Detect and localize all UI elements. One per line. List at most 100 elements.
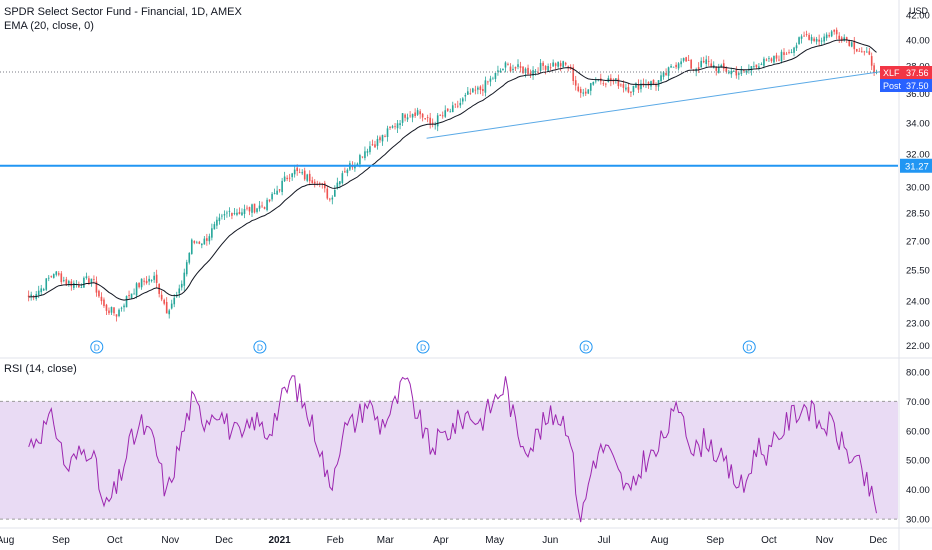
price-tick-label: 23.00	[906, 318, 930, 329]
candle	[456, 100, 459, 109]
time-tick-label: Sep	[706, 535, 724, 546]
candle-body	[489, 78, 492, 82]
candle	[441, 111, 444, 119]
candle-body	[135, 283, 138, 296]
candle-body	[853, 40, 856, 50]
candle-body	[818, 39, 820, 42]
candle	[35, 290, 38, 301]
candle	[672, 66, 675, 68]
time-tick-label: Dec	[215, 535, 233, 546]
candle-body	[497, 70, 499, 72]
candle	[421, 113, 424, 122]
candle-body	[574, 80, 577, 86]
candle	[123, 303, 125, 312]
candle	[47, 275, 50, 282]
candle	[286, 175, 288, 182]
time-tick-label: Nov	[161, 535, 179, 546]
candle	[411, 113, 414, 123]
candle-body	[612, 80, 615, 82]
candle-body	[218, 217, 221, 222]
candle	[404, 113, 406, 122]
candle-body	[261, 205, 263, 207]
currency-label: USD	[909, 6, 929, 16]
candle	[251, 203, 253, 218]
candle	[835, 27, 838, 40]
time-tick-label: Aug	[651, 535, 669, 546]
candle-body	[617, 78, 620, 87]
dividend-circle	[90, 340, 104, 354]
candle	[667, 66, 670, 81]
candle-body	[625, 87, 627, 90]
candle-body	[148, 278, 150, 282]
candle-body	[80, 287, 83, 289]
candle-body	[95, 281, 98, 293]
candle-body	[808, 34, 810, 40]
candle	[145, 276, 148, 285]
candle-body	[652, 79, 655, 84]
candle-body	[554, 63, 557, 66]
candle-body	[271, 193, 273, 200]
candle	[552, 59, 554, 67]
dividend-marker[interactable]: D	[416, 340, 430, 354]
candle	[206, 233, 208, 246]
candle-body	[236, 212, 238, 215]
dividend-marker[interactable]: D	[742, 340, 756, 354]
candle	[128, 290, 130, 300]
candle	[371, 139, 374, 146]
candle-body	[426, 117, 429, 119]
candle	[850, 41, 853, 48]
candle	[868, 47, 871, 56]
candle-body	[755, 64, 758, 68]
dividend-marker[interactable]: D	[253, 340, 267, 354]
last-badge-bg	[880, 66, 932, 80]
candle	[195, 240, 198, 244]
candle-body	[650, 81, 652, 87]
candle-body	[552, 62, 554, 67]
candle-body	[296, 167, 298, 172]
candle	[188, 252, 191, 265]
candle	[808, 32, 810, 41]
candle	[750, 66, 753, 76]
candle	[175, 291, 178, 298]
candle	[135, 282, 138, 299]
candle	[657, 80, 660, 91]
candle	[153, 271, 155, 283]
candle-body	[482, 89, 484, 91]
candle	[815, 36, 818, 45]
candle-body	[542, 62, 544, 66]
candle	[632, 85, 635, 96]
candle-body	[584, 91, 587, 94]
candle-body	[810, 37, 813, 41]
candle-body	[524, 68, 527, 73]
candle	[870, 52, 873, 71]
dividend-circle	[742, 340, 756, 354]
candle	[256, 207, 258, 214]
candle	[414, 108, 416, 118]
candle-body	[228, 210, 231, 212]
dividend-marker[interactable]: D	[90, 340, 104, 354]
candle	[246, 205, 248, 211]
candle-body	[323, 182, 326, 189]
candle-body	[193, 241, 196, 243]
candle	[276, 185, 278, 195]
candle	[406, 113, 409, 122]
candle	[758, 63, 760, 71]
candle	[454, 103, 457, 108]
candle	[763, 56, 765, 69]
candle-body	[57, 273, 60, 275]
candle-body	[103, 299, 105, 306]
candle-body	[376, 138, 379, 146]
candle	[830, 29, 833, 38]
candle	[557, 61, 559, 69]
dividend-marker[interactable]: D	[579, 340, 593, 354]
candle-body	[572, 67, 575, 81]
candle-body	[291, 173, 293, 178]
candle-body	[768, 58, 770, 59]
candle-body	[404, 114, 406, 118]
candle-body	[610, 78, 612, 82]
candle-body	[444, 110, 447, 117]
last-badge-value: 37.56	[906, 68, 929, 78]
candle	[489, 75, 492, 87]
candle	[449, 108, 452, 113]
